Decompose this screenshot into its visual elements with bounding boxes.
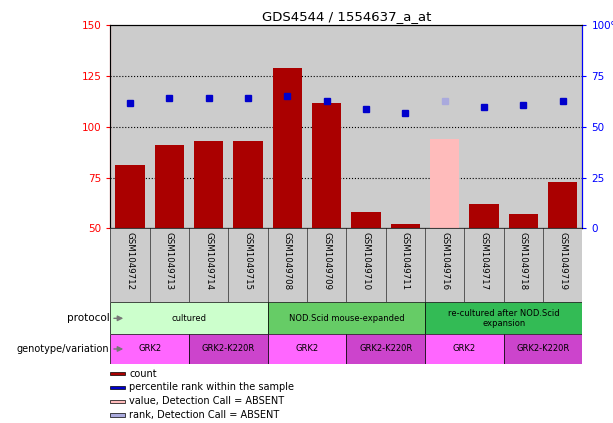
Text: count: count — [129, 369, 157, 379]
Bar — [307, 25, 346, 228]
Text: GRK2-K220R: GRK2-K220R — [202, 344, 255, 354]
Bar — [548, 182, 577, 228]
Text: GSM1049715: GSM1049715 — [243, 232, 253, 290]
Text: GSM1049712: GSM1049712 — [126, 232, 134, 290]
Bar — [273, 68, 302, 228]
Bar — [509, 214, 538, 228]
Text: GRK2: GRK2 — [453, 344, 476, 354]
Text: cultured: cultured — [172, 314, 207, 323]
Bar — [110, 228, 150, 302]
Bar — [110, 302, 268, 334]
Text: NOD.Scid mouse-expanded: NOD.Scid mouse-expanded — [289, 314, 404, 323]
Bar — [307, 228, 346, 302]
Bar — [425, 228, 465, 302]
Bar — [189, 334, 268, 364]
Bar — [386, 25, 425, 228]
Text: re-cultured after NOD.Scid
expansion: re-cultured after NOD.Scid expansion — [448, 309, 560, 328]
Bar — [543, 25, 582, 228]
Bar — [465, 25, 504, 228]
Bar — [189, 25, 228, 228]
Bar — [346, 228, 386, 302]
Bar — [150, 25, 189, 228]
Bar — [430, 139, 459, 228]
Bar — [346, 25, 386, 228]
Text: GSM1049714: GSM1049714 — [204, 232, 213, 290]
Bar — [110, 413, 124, 417]
Bar — [425, 334, 504, 364]
Bar — [234, 141, 263, 228]
Bar — [312, 102, 341, 228]
Bar — [543, 228, 582, 302]
Bar — [268, 228, 307, 302]
Text: GRK2-K220R: GRK2-K220R — [516, 344, 569, 354]
Text: protocol: protocol — [67, 313, 110, 323]
Bar — [346, 334, 425, 364]
Text: GSM1049708: GSM1049708 — [283, 232, 292, 290]
Text: value, Detection Call = ABSENT: value, Detection Call = ABSENT — [129, 396, 284, 406]
Text: GSM1049709: GSM1049709 — [322, 232, 331, 290]
Text: percentile rank within the sample: percentile rank within the sample — [129, 382, 294, 393]
Text: GSM1049719: GSM1049719 — [558, 232, 567, 290]
Title: GDS4544 / 1554637_a_at: GDS4544 / 1554637_a_at — [262, 10, 431, 23]
Text: genotype/variation: genotype/variation — [17, 344, 110, 354]
Bar — [228, 228, 268, 302]
Text: rank, Detection Call = ABSENT: rank, Detection Call = ABSENT — [129, 410, 280, 420]
Text: GSM1049711: GSM1049711 — [401, 232, 410, 290]
Bar — [465, 228, 504, 302]
Bar — [268, 25, 307, 228]
Text: GSM1049718: GSM1049718 — [519, 232, 528, 290]
Bar — [390, 224, 420, 228]
Text: GRK2-K220R: GRK2-K220R — [359, 344, 413, 354]
Bar — [425, 302, 582, 334]
Bar — [110, 372, 124, 375]
Bar — [110, 334, 189, 364]
Bar — [351, 212, 381, 228]
Bar — [189, 228, 228, 302]
Bar — [504, 25, 543, 228]
Bar — [504, 334, 582, 364]
Text: GSM1049713: GSM1049713 — [165, 232, 174, 290]
Bar — [268, 334, 346, 364]
Text: GRK2: GRK2 — [138, 344, 161, 354]
Text: GSM1049717: GSM1049717 — [479, 232, 489, 290]
Text: GRK2: GRK2 — [295, 344, 319, 354]
Bar — [110, 386, 124, 389]
Bar — [154, 145, 184, 228]
Bar — [470, 204, 499, 228]
Text: GSM1049716: GSM1049716 — [440, 232, 449, 290]
Bar — [386, 228, 425, 302]
Bar — [504, 228, 543, 302]
Bar — [150, 228, 189, 302]
Bar — [110, 399, 124, 403]
Bar — [268, 302, 425, 334]
Bar — [194, 141, 223, 228]
Bar — [425, 25, 465, 228]
Bar — [110, 25, 150, 228]
Bar — [229, 25, 268, 228]
Text: GSM1049710: GSM1049710 — [362, 232, 370, 290]
Bar — [115, 165, 145, 228]
